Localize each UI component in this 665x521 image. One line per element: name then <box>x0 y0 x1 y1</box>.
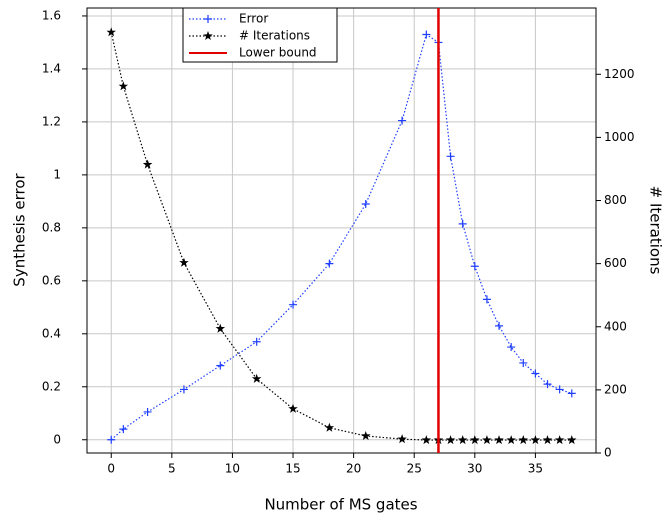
marker <box>457 435 468 445</box>
line <box>110 32 572 441</box>
marker <box>324 422 335 432</box>
marker <box>179 385 188 394</box>
y2-tick-label: 200 <box>604 382 627 396</box>
x-tick-label: 35 <box>528 462 543 476</box>
y-tick-label: 1.2 <box>42 114 61 128</box>
marker <box>361 431 371 440</box>
y-tick-label: 1.4 <box>42 61 61 75</box>
marker <box>204 15 212 23</box>
marker <box>518 435 528 445</box>
marker <box>494 435 504 445</box>
marker <box>118 81 129 91</box>
marker <box>361 200 370 209</box>
marker <box>252 337 261 346</box>
legend-label: Error <box>239 12 268 26</box>
marker <box>107 435 116 444</box>
x-tick-label: 10 <box>225 462 240 476</box>
y-tick-label: 0.8 <box>42 220 61 234</box>
y-tick-label: 0.6 <box>42 273 61 287</box>
y2-tick-label: 400 <box>604 319 627 333</box>
marker <box>519 358 528 367</box>
y2-tick-label: 800 <box>604 193 627 207</box>
line <box>110 33 572 441</box>
y-tick-label: 1.6 <box>42 8 61 22</box>
marker <box>422 30 431 39</box>
marker <box>495 321 504 330</box>
y-tick-label: 0 <box>53 432 61 446</box>
x-tick-label: 30 <box>467 462 482 476</box>
marker <box>421 435 432 445</box>
marker <box>506 435 516 445</box>
marker <box>215 323 226 333</box>
marker <box>398 116 407 125</box>
x-tick-label: 5 <box>168 462 176 476</box>
marker <box>446 152 455 161</box>
marker <box>397 434 407 444</box>
marker <box>289 300 298 309</box>
marker <box>530 435 541 445</box>
x-tick-label: 0 <box>107 462 115 476</box>
marker <box>143 407 152 416</box>
y2-tick-label: 0 <box>604 446 612 460</box>
marker <box>567 389 576 398</box>
marker <box>216 361 225 370</box>
marker <box>142 159 153 169</box>
marker <box>119 425 128 434</box>
marker <box>470 262 479 271</box>
y-tick-label: 0.4 <box>42 326 61 340</box>
y-axis-label: Synthesis error <box>11 172 29 286</box>
marker <box>458 219 467 228</box>
x-axis-label: Number of MS gates <box>264 496 417 514</box>
x-tick-label: 20 <box>346 462 361 476</box>
y2-tick-label: 1000 <box>604 130 635 144</box>
marker <box>482 295 491 304</box>
legend-label: # Iterations <box>239 29 310 43</box>
marker <box>555 385 564 394</box>
y2-tick-label: 1200 <box>604 67 635 81</box>
marker <box>531 369 540 378</box>
marker <box>543 380 552 389</box>
legend-label: Lower bound <box>239 46 317 60</box>
marker <box>106 27 116 37</box>
marker <box>507 343 516 352</box>
marker <box>251 373 262 383</box>
y2-axis-label: # Iterations <box>647 186 665 275</box>
x-tick-label: 15 <box>285 462 300 476</box>
marker <box>288 403 298 413</box>
marker <box>179 257 189 267</box>
x-tick-label: 25 <box>407 462 422 476</box>
marker <box>567 435 577 445</box>
y-tick-label: 1 <box>53 167 61 181</box>
marker <box>445 435 456 445</box>
y2-tick-label: 600 <box>604 256 627 270</box>
marker <box>482 435 492 445</box>
marker <box>554 435 565 445</box>
marker <box>470 435 480 445</box>
marker <box>542 435 553 445</box>
marker <box>203 31 213 40</box>
y-tick-label: 0.2 <box>42 379 61 393</box>
marker <box>325 259 334 268</box>
plot-frame <box>86 7 597 454</box>
